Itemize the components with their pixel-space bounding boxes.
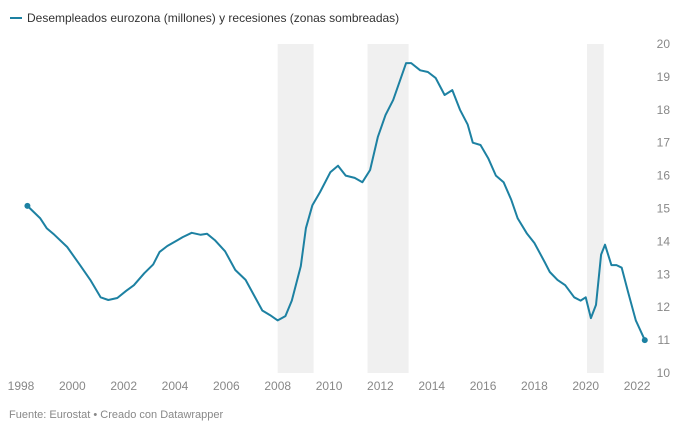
y-tick-label: 17 [657, 136, 671, 150]
y-tick-label: 18 [657, 103, 671, 117]
legend-label: Desempleados eurozona (millones) y reces… [27, 11, 400, 25]
x-tick-label: 2008 [264, 379, 291, 393]
y-tick-label: 14 [657, 234, 671, 248]
x-tick-label: 1998 [8, 379, 35, 393]
y-tick-label: 12 [657, 300, 671, 314]
x-tick-label: 2012 [367, 379, 394, 393]
recession-band [587, 44, 604, 373]
y-tick-label: 20 [657, 37, 671, 51]
x-tick-label: 2022 [624, 379, 651, 393]
recession-band [367, 44, 409, 373]
x-tick-label: 2020 [572, 379, 599, 393]
x-tick-label: 2016 [470, 379, 497, 393]
x-tick-label: 2014 [418, 379, 445, 393]
x-tick-label: 2000 [59, 379, 86, 393]
y-tick-label: 15 [657, 202, 671, 216]
y-tick-label: 11 [658, 333, 671, 347]
series-start-point [24, 202, 31, 209]
x-tick-label: 2018 [521, 379, 548, 393]
series-end-point [641, 337, 648, 344]
y-tick-label: 19 [657, 70, 671, 84]
x-tick-label: 2006 [213, 379, 240, 393]
x-tick-label: 2004 [162, 379, 189, 393]
series-line [26, 62, 646, 341]
x-tick-label: 2002 [110, 379, 137, 393]
y-tick-label: 16 [657, 169, 671, 183]
recession-band [277, 44, 314, 373]
source-note: Fuente: Eurostat • Creado con Datawrappe… [9, 409, 224, 421]
legend-swatch [10, 17, 22, 19]
y-tick-label: 10 [657, 366, 671, 380]
legend: Desempleados eurozona (millones) y reces… [10, 11, 399, 25]
x-tick-label: 2010 [316, 379, 343, 393]
y-tick-label: 13 [657, 267, 671, 281]
